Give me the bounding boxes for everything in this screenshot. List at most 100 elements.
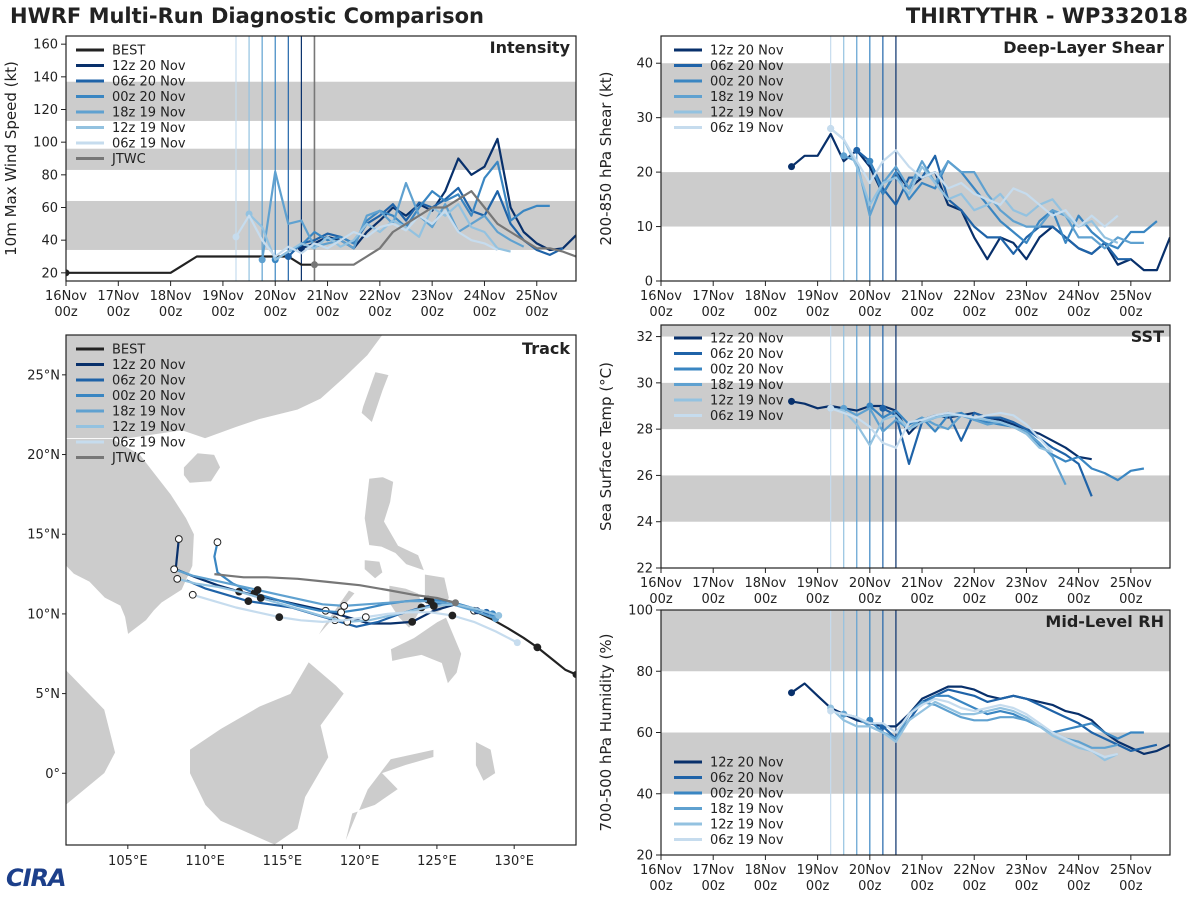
track-marker xyxy=(533,643,542,652)
sst-x-tick-label: 18Nov xyxy=(744,576,786,591)
sst-panel: 22242628303216Nov00z17Nov00z18Nov00z19No… xyxy=(597,324,1171,607)
track-x-tick-label: 110°E xyxy=(185,854,225,869)
intensity-series-start-point xyxy=(310,261,318,269)
intensity-x-tick-label: 00z xyxy=(264,305,288,320)
shear-series-start-point xyxy=(827,125,835,133)
intensity-y-tick-label: 100 xyxy=(33,136,58,151)
intensity-series-line xyxy=(274,160,550,261)
rh-y-tick-label: 60 xyxy=(636,726,653,741)
sst-y-tick-label: 22 xyxy=(636,562,653,577)
shear-y-tick-label: 0 xyxy=(645,275,653,290)
intensity-series-start-point xyxy=(284,253,292,260)
sst-series-line xyxy=(830,407,1053,454)
intensity-panel: 2040608010012014016016Nov00z17Nov00z18No… xyxy=(2,35,577,320)
shear-panel: 01020304016Nov00z17Nov00z18Nov00z19Nov00… xyxy=(597,35,1171,320)
rh-series-line xyxy=(829,700,1119,762)
shear-panel-title: Deep-Layer Shear xyxy=(1003,38,1164,57)
intensity-legend-label: JTWC xyxy=(111,152,146,167)
land-mass xyxy=(66,335,391,440)
sst-x-tick-label: 24Nov xyxy=(1058,576,1100,591)
shear-x-tick-label: 00z xyxy=(1119,305,1143,320)
track-marker xyxy=(429,602,438,610)
land-mass xyxy=(363,476,426,572)
intensity-x-tick-label: 00z xyxy=(368,305,392,320)
rh-legend-label: 06z 19 Nov xyxy=(710,833,784,848)
track-panel-title: Track xyxy=(522,339,570,358)
intensity-x-tick-label: 24Nov xyxy=(464,289,506,304)
intensity-series-start-point xyxy=(245,210,253,218)
intensity-x-tick-label: 00z xyxy=(473,305,497,320)
sst-series-line xyxy=(882,407,1093,497)
sst-series-start-point xyxy=(866,402,874,410)
rh-legend-label: 12z 20 Nov xyxy=(710,756,784,771)
sst-x-tick-label: 19Nov xyxy=(797,576,839,591)
shear-y-tick-label: 30 xyxy=(636,111,653,126)
land-mass xyxy=(475,740,497,782)
storm-id-title: THIRTYTHR - WP332018 xyxy=(905,4,1188,28)
shear-x-tick-label: 00z xyxy=(858,305,882,320)
intensity-legend-label: 06z 19 Nov xyxy=(112,137,186,152)
rh-y-axis-label: 700-500 hPa Humidity (%) xyxy=(597,633,615,831)
shear-threshold-band xyxy=(661,63,1170,118)
track-marker xyxy=(188,590,197,599)
rh-series-start-point xyxy=(827,707,835,715)
intensity-x-tick-label: 00z xyxy=(316,305,340,320)
track-marker xyxy=(408,617,417,626)
rh-x-tick-label: 22Nov xyxy=(953,863,995,878)
track-legend-label: 06z 19 Nov xyxy=(112,436,186,451)
rh-x-tick-label: 20Nov xyxy=(849,863,891,878)
intensity-panel-title: Intensity xyxy=(490,38,571,57)
track-line xyxy=(213,541,493,615)
track-start-point xyxy=(451,599,459,607)
land-mass xyxy=(360,371,390,424)
track-line xyxy=(173,568,496,620)
intensity-x-tick-label: 16Nov xyxy=(45,289,87,304)
track-legend-label: 12z 19 Nov xyxy=(112,420,186,435)
track-y-tick-label: 25°N xyxy=(27,368,60,383)
page-title: HWRF Multi-Run Diagnostic Comparison xyxy=(10,4,485,28)
rh-y-tick-label: 80 xyxy=(636,665,653,680)
shear-series-start-point xyxy=(840,152,848,160)
track-y-tick-label: 10°N xyxy=(27,607,60,622)
intensity-series-line xyxy=(314,190,576,266)
rh-x-tick-label: 00z xyxy=(1067,879,1091,894)
track-panel: 105°E 110°E 115°E 120°E 125°E 130°E 0° 5°N 10°N 1… xyxy=(27,334,577,869)
shear-x-tick-label: 18Nov xyxy=(744,289,786,304)
sst-x-tick-label: 00z xyxy=(1067,592,1091,607)
rh-series-line xyxy=(843,700,1119,749)
sst-plot-area xyxy=(661,325,1170,568)
intensity-y-tick-label: 160 xyxy=(33,38,58,53)
sst-series-start-point xyxy=(827,404,835,412)
rh-x-tick-label: 00z xyxy=(754,879,778,894)
intensity-plot-area xyxy=(66,36,576,281)
sst-legend-label: 12z 19 Nov xyxy=(710,394,784,409)
sst-y-tick-label: 26 xyxy=(636,469,653,484)
sst-x-tick-label: 00z xyxy=(754,592,778,607)
rh-x-tick-label: 25Nov xyxy=(1110,863,1152,878)
intensity-series-line xyxy=(287,186,564,258)
rh-threshold-band xyxy=(661,732,1170,794)
rh-y-tick-label: 40 xyxy=(636,787,653,802)
intensity-x-tick-label: 23Nov xyxy=(411,289,453,304)
shear-x-tick-label: 00z xyxy=(702,305,726,320)
intensity-series-start-point xyxy=(66,269,70,277)
shear-frame xyxy=(660,35,1171,282)
sst-x-tick-label: 20Nov xyxy=(849,576,891,591)
track-y-tick-label: 20°N xyxy=(27,448,60,463)
sst-y-tick-label: 28 xyxy=(636,423,653,438)
intensity-x-tick-label: 18Nov xyxy=(150,289,192,304)
land-mass xyxy=(189,661,345,845)
track-marker xyxy=(256,594,265,602)
rh-y-tick-label: 100 xyxy=(628,604,653,619)
intensity-x-tick-label: 20Nov xyxy=(254,289,296,304)
sst-y-tick-label: 32 xyxy=(636,330,653,345)
sst-series-line xyxy=(830,407,1054,454)
rh-x-tick-label: 00z xyxy=(1119,879,1143,894)
sst-x-tick-label: 22Nov xyxy=(953,576,995,591)
land-mass xyxy=(389,616,463,685)
shear-legend-label: 06z 20 Nov xyxy=(710,59,784,74)
intensity-x-tick-label: 00z xyxy=(54,305,78,320)
intensity-y-tick-label: 140 xyxy=(33,70,58,85)
